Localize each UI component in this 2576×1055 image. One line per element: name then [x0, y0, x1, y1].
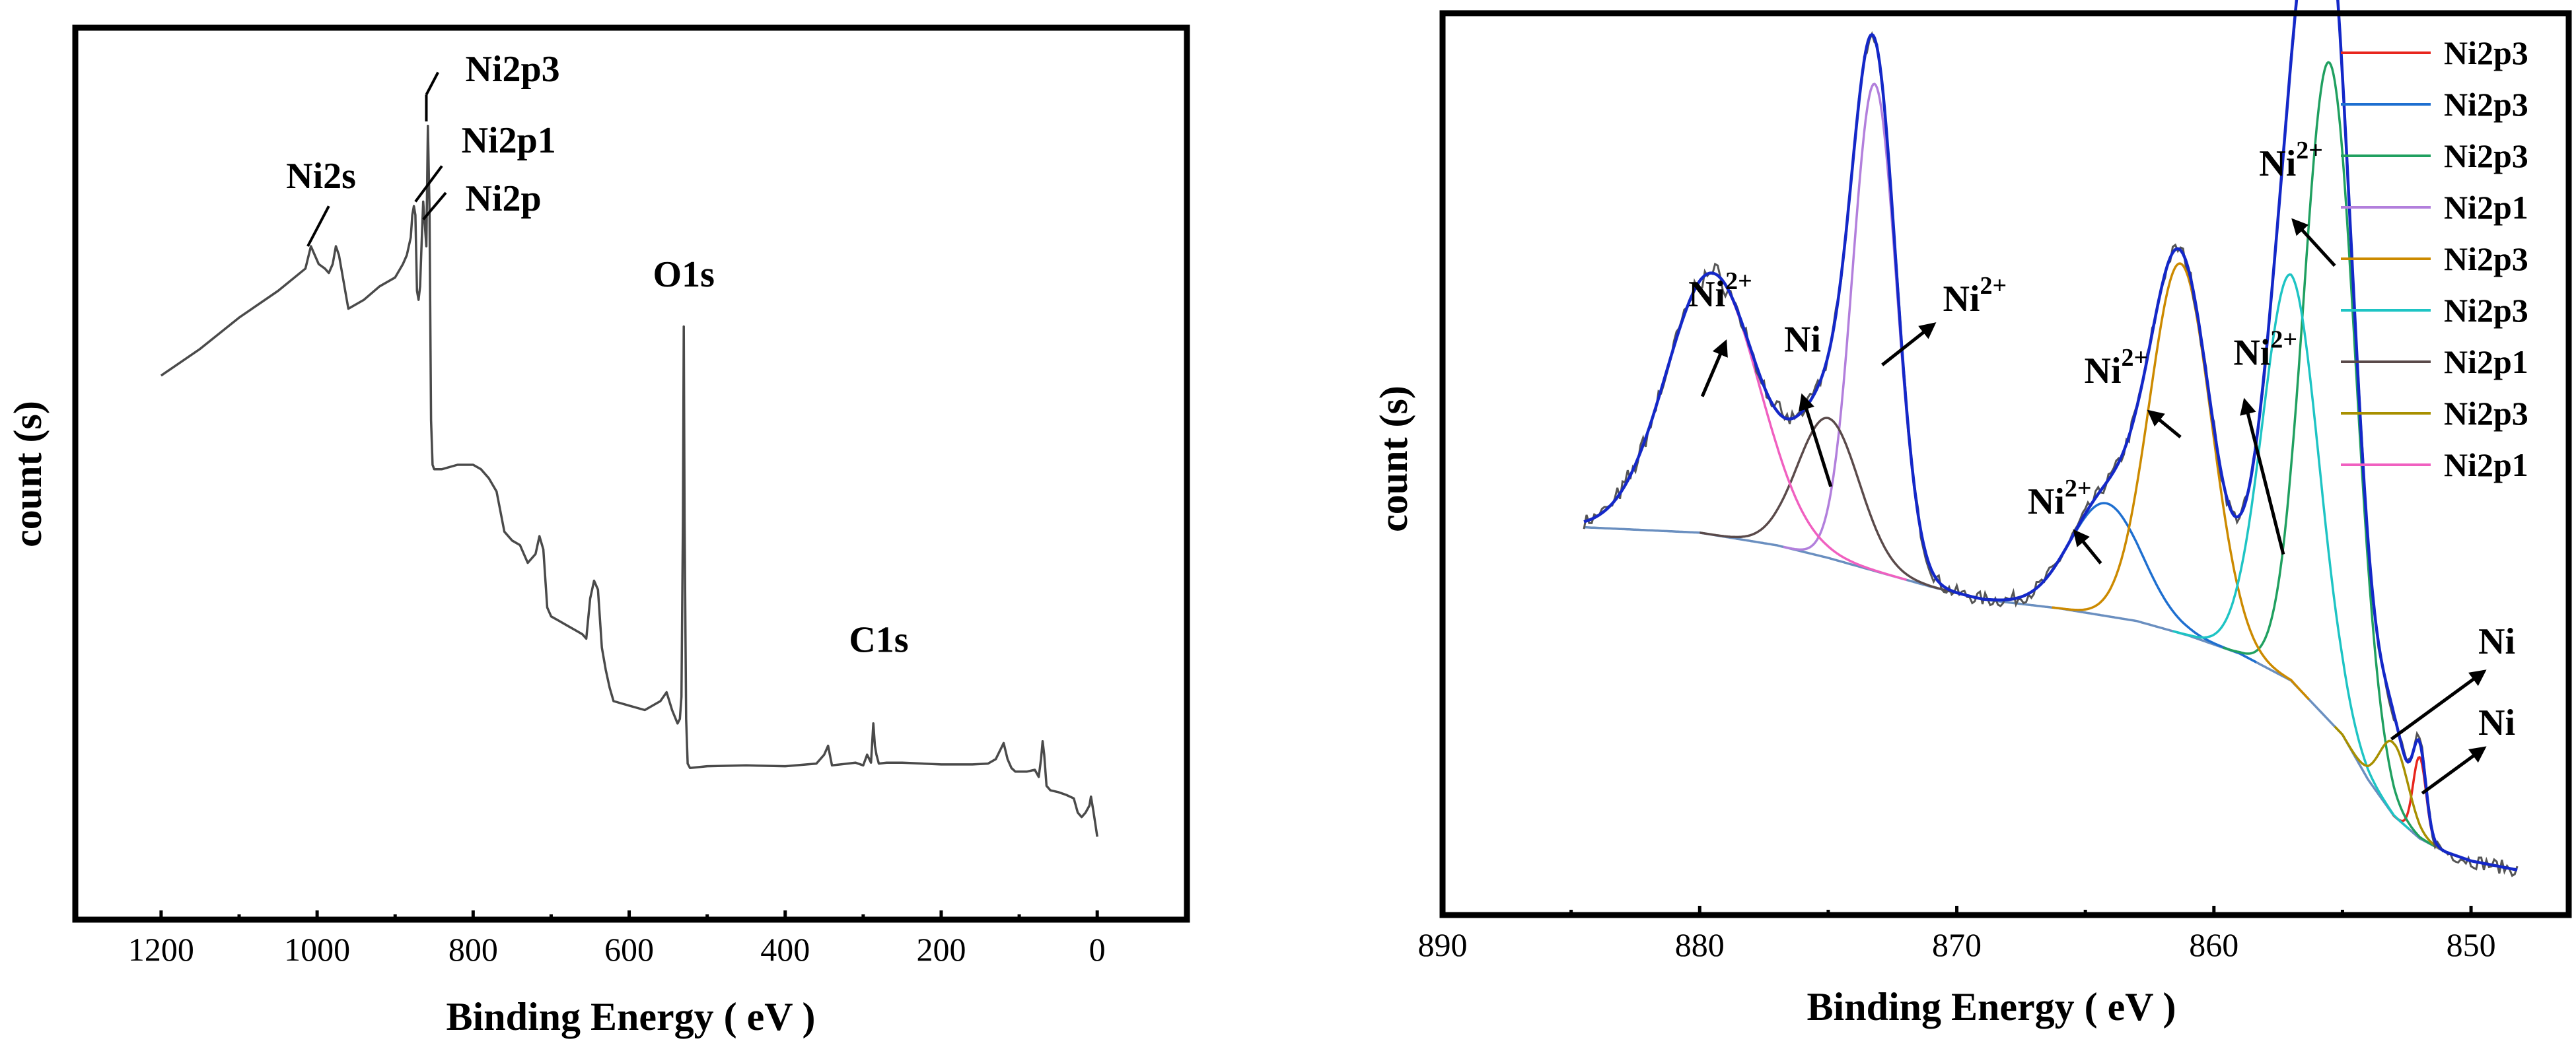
survey-x-tick-label: 0 — [1089, 931, 1106, 968]
ni2p-annotation: Ni — [1784, 319, 1821, 360]
ni2p-annotation: Ni2+ — [2028, 475, 2092, 522]
ni2p-peak-6 — [2172, 273, 2410, 831]
survey-x-tick-label: 800 — [448, 931, 498, 968]
ni2p-legend-label: Ni2p3 — [2444, 395, 2528, 432]
ni2p-annotation-arrow — [1700, 339, 1728, 397]
ni2p-x-tick-label: 870 — [1932, 926, 1982, 963]
ni2p-annotation: Ni2+ — [2259, 137, 2323, 184]
ni2p-annotation-arrow — [2147, 409, 2182, 438]
survey-x-tick-label: 400 — [760, 931, 810, 968]
ni2p-annotation-arrow — [2390, 669, 2487, 741]
survey-x-tick-label: 600 — [604, 931, 654, 968]
ni2p-annotation-arrow — [1799, 393, 1833, 487]
ni2p-legend-label: Ni2p1 — [2444, 343, 2528, 380]
survey-annotation-leader — [422, 191, 447, 221]
ni2p-legend-label: Ni2p3 — [2444, 34, 2528, 71]
ni2p-annotations: Ni2+ Ni Ni2+ Ni2+ Ni2+ Ni2+ Ni2+ Ni Ni — [1688, 137, 2515, 743]
survey-annotation-ni2p3: Ni2p3 — [466, 49, 560, 90]
ni2p-peak-7 — [1699, 417, 1957, 594]
ni2p-axes-frame — [1439, 10, 2572, 918]
survey-x-tick-label: 200 — [916, 931, 966, 968]
ni2p-annotation-arrow — [1881, 322, 1937, 366]
ni2p-annotation: Ni — [2478, 702, 2515, 743]
ni2p-legend-label: Ni2p1 — [2444, 446, 2528, 483]
survey-x-ticks: 1200 1000 800 600 400 200 0 — [128, 910, 1106, 968]
ni2p-x-tick-label: 850 — [2447, 926, 2496, 963]
survey-plot-area — [160, 124, 1098, 837]
ni2p-legend-label: Ni2p3 — [2444, 292, 2528, 329]
ni2p-plot-area — [1583, 0, 2519, 877]
ni2p-peak-9 — [1583, 271, 1908, 581]
ni2p-annotation-arrow — [2073, 529, 2102, 564]
ni2p-x-ticks: 890 880 870 860 850 — [1418, 906, 2496, 963]
ni2p-background-line — [1584, 526, 2518, 871]
survey-x-tick-label: 1200 — [128, 931, 194, 968]
survey-series-line — [160, 124, 1098, 837]
ni2p-x-tick-label: 890 — [1418, 926, 1468, 963]
survey-annotation-o1s: O1s — [653, 254, 715, 295]
ni2p-legend-label: Ni2p1 — [2444, 189, 2528, 226]
survey-annotation-leader — [306, 205, 330, 247]
ni2p-envelope-line — [1583, 0, 2518, 871]
ni2p-raw-data-line — [1583, 0, 2519, 877]
survey-annotation-ni2s: Ni2s — [286, 156, 356, 197]
ni2p-legend-label: Ni2p3 — [2444, 137, 2528, 174]
survey-annotation-leader — [414, 165, 443, 203]
ni2p-annotation: Ni2+ — [2085, 344, 2149, 391]
ni2p-x-tick-label: 860 — [2189, 926, 2238, 963]
ni2p-arrows — [1700, 218, 2487, 795]
survey-annotation-ni2p: Ni2p — [466, 178, 542, 219]
survey-annotation-c1s: C1s — [849, 620, 908, 661]
survey-x-tick-label: 1000 — [284, 931, 350, 968]
ni2p-annotation-arrow — [2291, 218, 2336, 267]
survey-annotations: Ni2s Ni2p3 Ni2p1 Ni2p O1s C1s — [286, 49, 908, 661]
ni2p-legend: Ni2p3 Ni2p3 Ni2p3 Ni2p1 Ni2p3 Ni2p3 Ni2p1 Ni2p3… — [2341, 34, 2528, 483]
ni2p-legend-label: Ni2p3 — [2444, 86, 2528, 123]
ni2p-peak-5 — [2052, 262, 2310, 700]
ni2p-annotation: Ni2+ — [1688, 267, 1752, 315]
survey-axes-frame — [72, 24, 1190, 923]
ni2p-annotation: Ni2+ — [1943, 272, 2007, 320]
ni2p-peak-2 — [1955, 502, 2257, 664]
ni2p-annotation-arrow — [2421, 746, 2487, 795]
ni2p-x-tick-label: 880 — [1675, 926, 1725, 963]
survey-x-axis-label: Binding Energy ( eV ) — [447, 995, 816, 1038]
ni2p-legend-label: Ni2p3 — [2444, 240, 2528, 277]
ni2p-annotation: Ni2+ — [2233, 326, 2297, 374]
survey-chart: 1200 1000 800 600 400 200 0 Ni2s Ni2p3 Ni2p1 Ni2p… — [6, 24, 1190, 1038]
ni2p-annotation: Ni — [2478, 621, 2515, 662]
ni2p-x-axis-label: Binding Energy ( eV ) — [1807, 985, 2176, 1029]
survey-annotation-ni2p1: Ni2p1 — [462, 120, 556, 161]
ni2p-annotation-arrow — [2240, 397, 2285, 555]
survey-y-axis-label: count (s) — [6, 401, 50, 547]
survey-annotation-leader — [425, 71, 439, 96]
ni2p-y-axis-label: count (s) — [1372, 386, 1415, 532]
